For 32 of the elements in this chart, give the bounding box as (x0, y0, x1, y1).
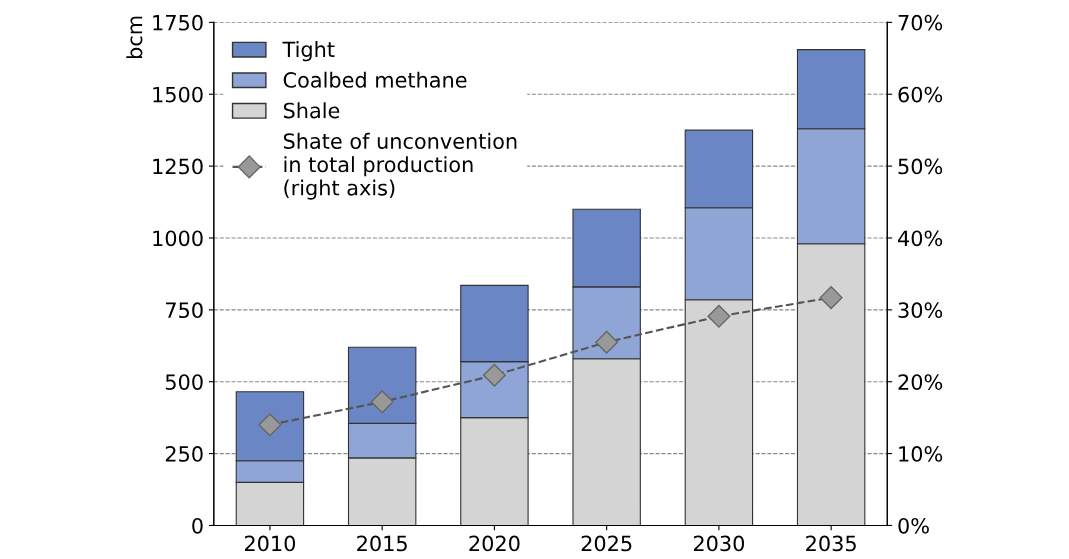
x-tick-label: 2020 (469, 535, 520, 552)
y2-tick-label: 70% (898, 14, 943, 31)
point (595, 330, 619, 354)
y-tick-label: 750 (166, 302, 203, 319)
y-tick-label: 1000 (153, 230, 203, 247)
y2-tick-label: 10% (899, 446, 943, 462)
y-tick-label: 0 (192, 517, 203, 534)
y-axis-title: bcm (126, 16, 143, 59)
x-tick-label: 2010 (244, 535, 296, 552)
y-tick-label: 1500 (153, 86, 203, 103)
y2-tick-label: 50% (898, 158, 943, 175)
legend-label: Coalbed methane (283, 71, 467, 88)
y-tick-label: 1750 (153, 14, 203, 31)
legend-label: Shate of unconvention in total production (right axis) (283, 132, 517, 200)
y-tick-label: 500 (165, 374, 203, 390)
y2-tick-label: 60% (898, 86, 943, 103)
legend-label: Shale (283, 102, 340, 119)
x-tick-label: 2035 (806, 535, 856, 552)
point (819, 286, 843, 310)
point (707, 304, 731, 328)
x-tick-label: 2025 (581, 535, 632, 552)
y2-tick-label: 30% (898, 302, 943, 319)
x-tick-label: 2030 (693, 535, 745, 552)
y2-tick-label: 0% (898, 517, 929, 534)
y-tick-label: 250 (165, 446, 203, 462)
y2-tick-label: 40% (898, 230, 943, 247)
x-tick-label: 2015 (357, 535, 407, 552)
y2-tick-label: 20% (898, 374, 943, 390)
point (482, 363, 506, 387)
point (370, 390, 394, 414)
y-tick-label: 1250 (153, 158, 203, 175)
legend-label: Tight (282, 41, 335, 62)
